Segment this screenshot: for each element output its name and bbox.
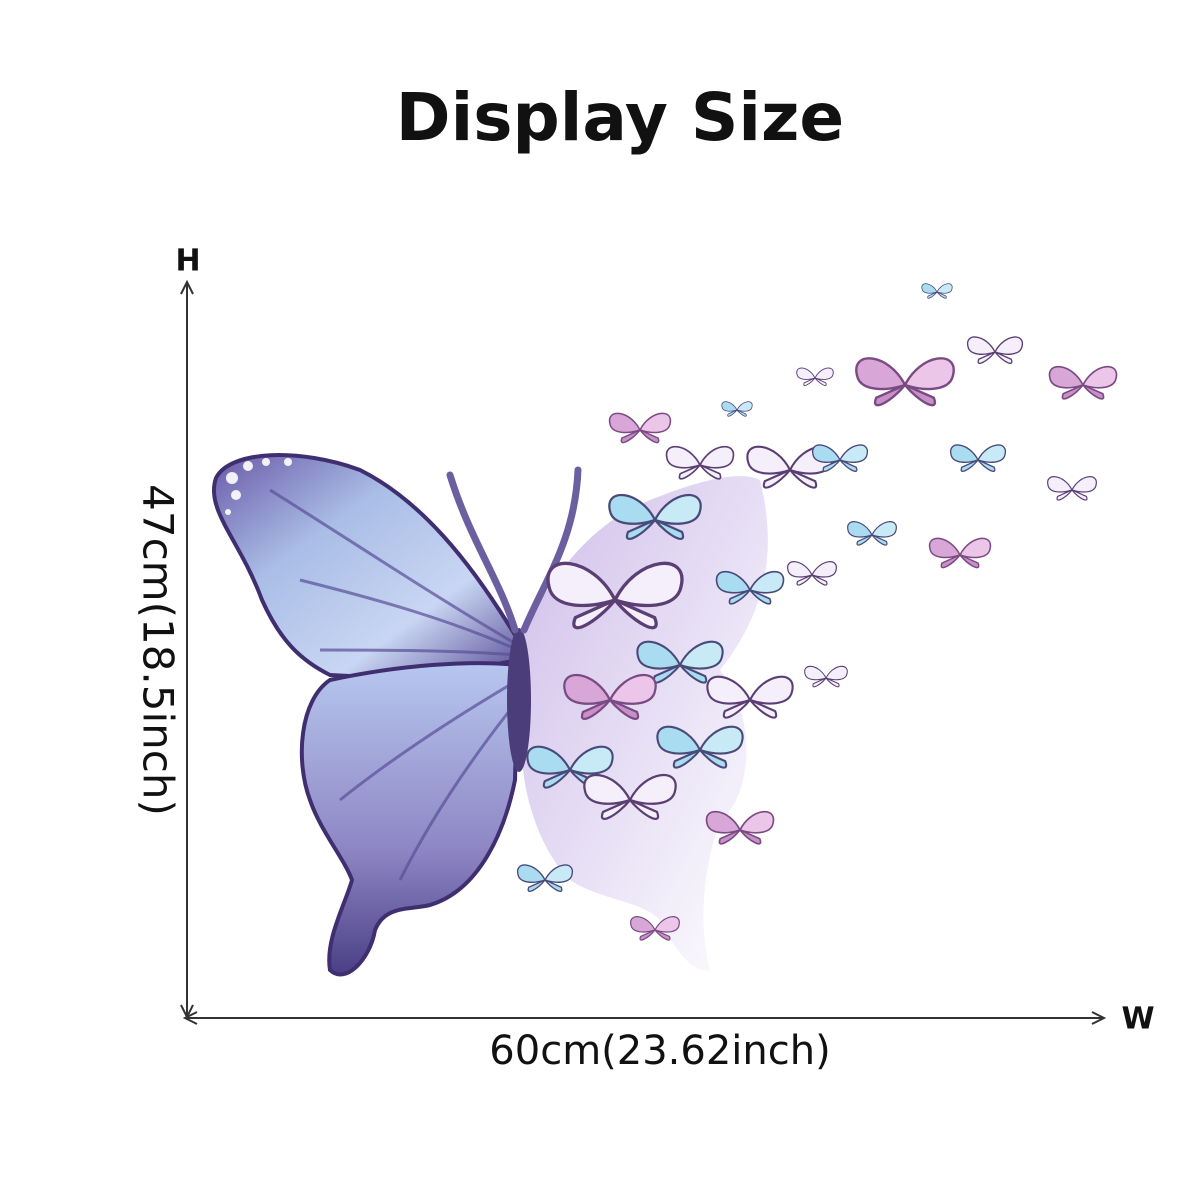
width-axis-label: W [1121,1002,1154,1037]
small-butterfly [928,537,992,569]
small-butterfly [804,665,848,688]
small-butterfly [796,367,834,387]
arrow-up [180,279,194,295]
small-butterfly [847,521,897,546]
wing-spots [225,458,292,515]
small-butterfly [705,810,775,845]
width-label: 60cm(23.62inch) [489,1028,830,1074]
body [507,628,531,772]
small-butterfly [608,412,672,444]
left-forewing [212,453,520,679]
right-wing [518,476,768,971]
small-butterfly [1048,365,1118,400]
small-butterfly [949,444,1007,473]
butterfly [212,453,768,977]
small-butterfly [921,283,953,299]
wing-veins [269,488,520,881]
small-butterfly [787,561,837,586]
height-label: 47cm(18.5inch) [134,484,183,816]
small-butterfly [1047,476,1097,501]
antennae [446,466,582,634]
dimension-lines [180,279,1107,1025]
small-butterfly [665,445,735,480]
small-butterfly [516,864,574,893]
small-butterfly [855,357,955,407]
title: Display Size [396,79,844,156]
arrow-right [1091,1011,1107,1025]
left-hindwing [299,661,521,977]
small-butterfly [966,336,1024,365]
arrow-left [182,1011,198,1025]
height-axis-label: H [175,244,200,279]
small-butterfly [721,401,753,417]
